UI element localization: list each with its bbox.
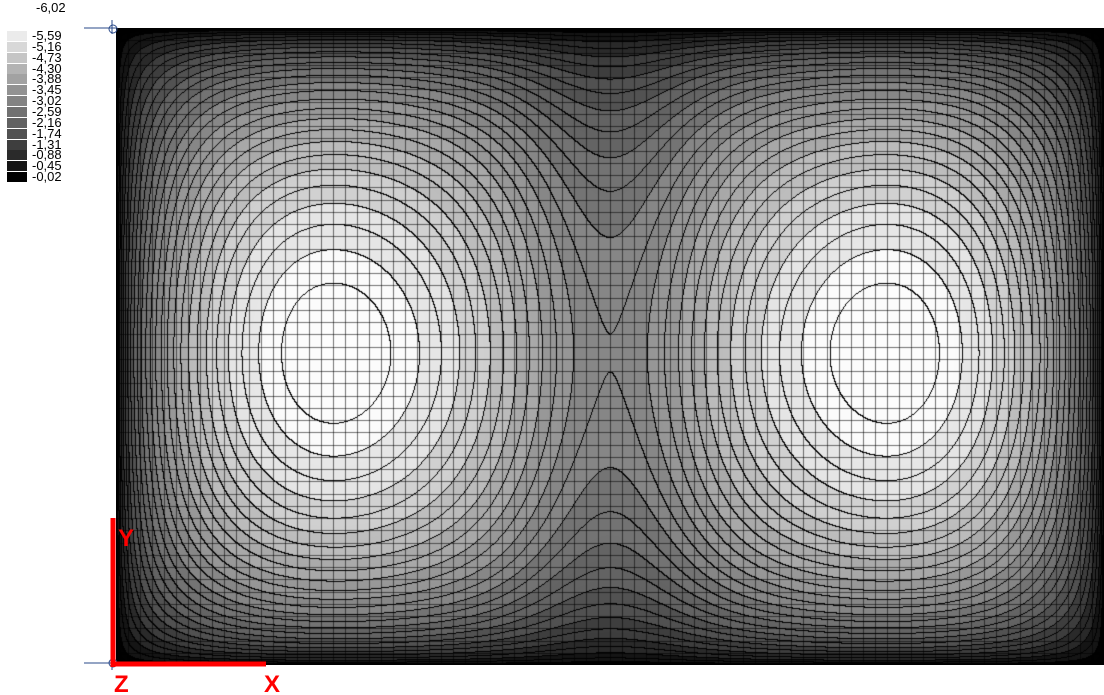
- legend-swatch: [7, 96, 27, 106]
- legend-swatch: [7, 118, 27, 128]
- legend-swatch: [7, 31, 27, 41]
- legend-swatch: [7, 85, 27, 95]
- legend-swatch: [7, 64, 27, 74]
- legend-swatch: [7, 140, 27, 150]
- legend-swatch: [7, 161, 27, 171]
- legend-swatch: [7, 42, 27, 52]
- legend-swatch: [7, 107, 27, 117]
- legend-swatch: [7, 74, 27, 84]
- z-axis-label: Z: [114, 671, 129, 695]
- legend-label: -0,02: [32, 170, 62, 183]
- x-axis-label: X: [264, 671, 280, 695]
- deflection-contour-plot: [116, 28, 1104, 665]
- legend-swatch: [7, 150, 27, 160]
- color-legend: -6,02 -5,59 -5,16 -4,73 -4,30 -3,88 -3,45 -3,0…: [0, 0, 80, 270]
- legend-swatch: [7, 172, 27, 182]
- legend-swatch: [7, 129, 27, 139]
- legend-swatch: [7, 53, 27, 63]
- legend-max-label: -6,02: [36, 1, 66, 14]
